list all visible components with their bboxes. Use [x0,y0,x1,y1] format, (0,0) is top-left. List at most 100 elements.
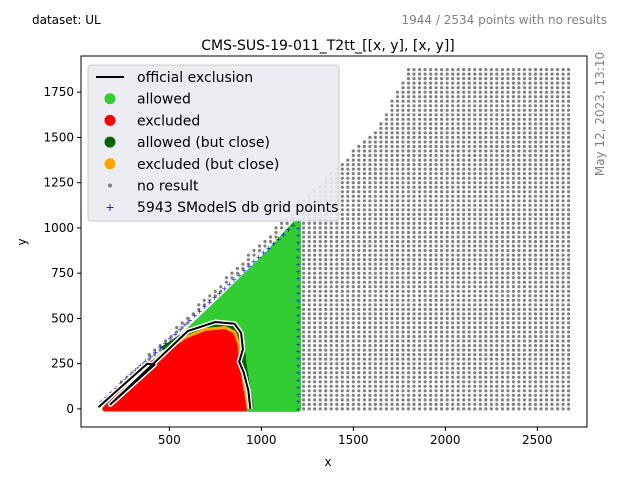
no-result-point [517,321,521,325]
no-result-point [429,77,433,81]
no-result-point [528,230,532,235]
no-result-point [528,312,532,316]
no-result-point [379,375,383,379]
no-result-point [335,380,339,384]
no-result-point [335,321,339,325]
no-result-point [511,344,515,348]
no-result-point [462,99,466,103]
no-result-point [550,402,554,406]
no-result-point [544,353,549,357]
no-result-point [456,239,460,244]
no-result-point [324,285,328,289]
grid-point-marker: + [197,308,203,316]
no-result-point [495,90,499,94]
no-result-point [462,126,466,130]
no-result-point [561,389,565,393]
no-result-point [395,312,400,316]
no-result-point [517,307,521,311]
no-result-point [467,185,471,189]
no-result-point [533,253,538,257]
no-result-point [567,325,571,330]
no-result-point [495,389,499,393]
no-result-point [412,325,416,330]
no-result-point [418,81,422,85]
no-result-point [307,267,311,271]
no-result-point [379,271,383,275]
no-result-point [445,95,449,99]
no-result-point [517,140,521,144]
no-result-point [401,158,405,162]
no-result-point [412,398,416,402]
no-result-point [406,267,411,271]
no-result-point [412,339,416,343]
no-result-point [418,212,422,216]
no-result-point [451,135,455,139]
no-result-point [440,185,444,189]
no-result-point [423,77,427,81]
no-result-point [561,149,565,153]
no-result-point [423,362,427,366]
no-result-point [357,321,361,325]
no-result-point [368,289,372,293]
no-result-point [351,316,355,320]
no-result-point [418,366,422,370]
no-result-point [495,81,499,85]
no-result-point [357,407,361,411]
no-result-point [561,398,565,402]
no-result-point [302,366,306,370]
no-result-point [379,230,383,235]
no-result-point [401,289,405,293]
no-result-point [528,280,532,284]
no-result-point [556,398,560,402]
no-result-point [506,344,510,348]
no-result-point [550,253,554,257]
no-result-point [567,176,571,180]
no-result-point [423,339,427,343]
no-result-point [567,362,571,366]
no-result-point [379,384,383,388]
no-result-point [489,90,493,94]
no-result-point [506,353,510,357]
no-result-point [434,298,438,302]
no-result-point [340,348,344,352]
no-result-point [561,153,565,158]
no-result-point [434,348,438,352]
no-result-point [418,280,422,284]
no-result-point [390,131,394,135]
no-result-point [511,371,515,375]
no-result-point [429,344,433,348]
no-result-point [324,357,328,361]
no-result-point [418,199,422,203]
no-result-point [473,244,477,248]
no-result-point [313,253,317,257]
legend-circle-swatch [104,158,116,170]
no-result-point [567,126,571,130]
no-result-point [390,208,394,212]
no-result-point [522,235,527,239]
no-result-point [451,212,455,216]
no-result-point [528,194,532,198]
no-result-point [550,108,554,112]
no-result-point [528,117,532,121]
no-result-point [307,339,311,343]
no-result-point [556,371,560,375]
no-result-point [368,384,372,388]
no-result-point [456,312,460,316]
no-result-point [406,117,411,121]
no-result-point [451,248,455,253]
no-result-point [533,357,538,361]
no-result-point [186,321,190,325]
no-result-point [302,248,306,253]
no-result-point [351,239,355,244]
no-result-point [406,384,411,388]
no-result-point [324,221,328,225]
no-result-point [429,380,433,384]
no-result-point [495,239,499,244]
no-result-point [379,402,383,406]
no-result-point [467,276,471,280]
no-result-point [445,375,449,379]
no-result-point [511,262,515,266]
no-result-point [478,190,482,194]
no-result-point [567,122,571,126]
no-result-point [318,348,322,352]
